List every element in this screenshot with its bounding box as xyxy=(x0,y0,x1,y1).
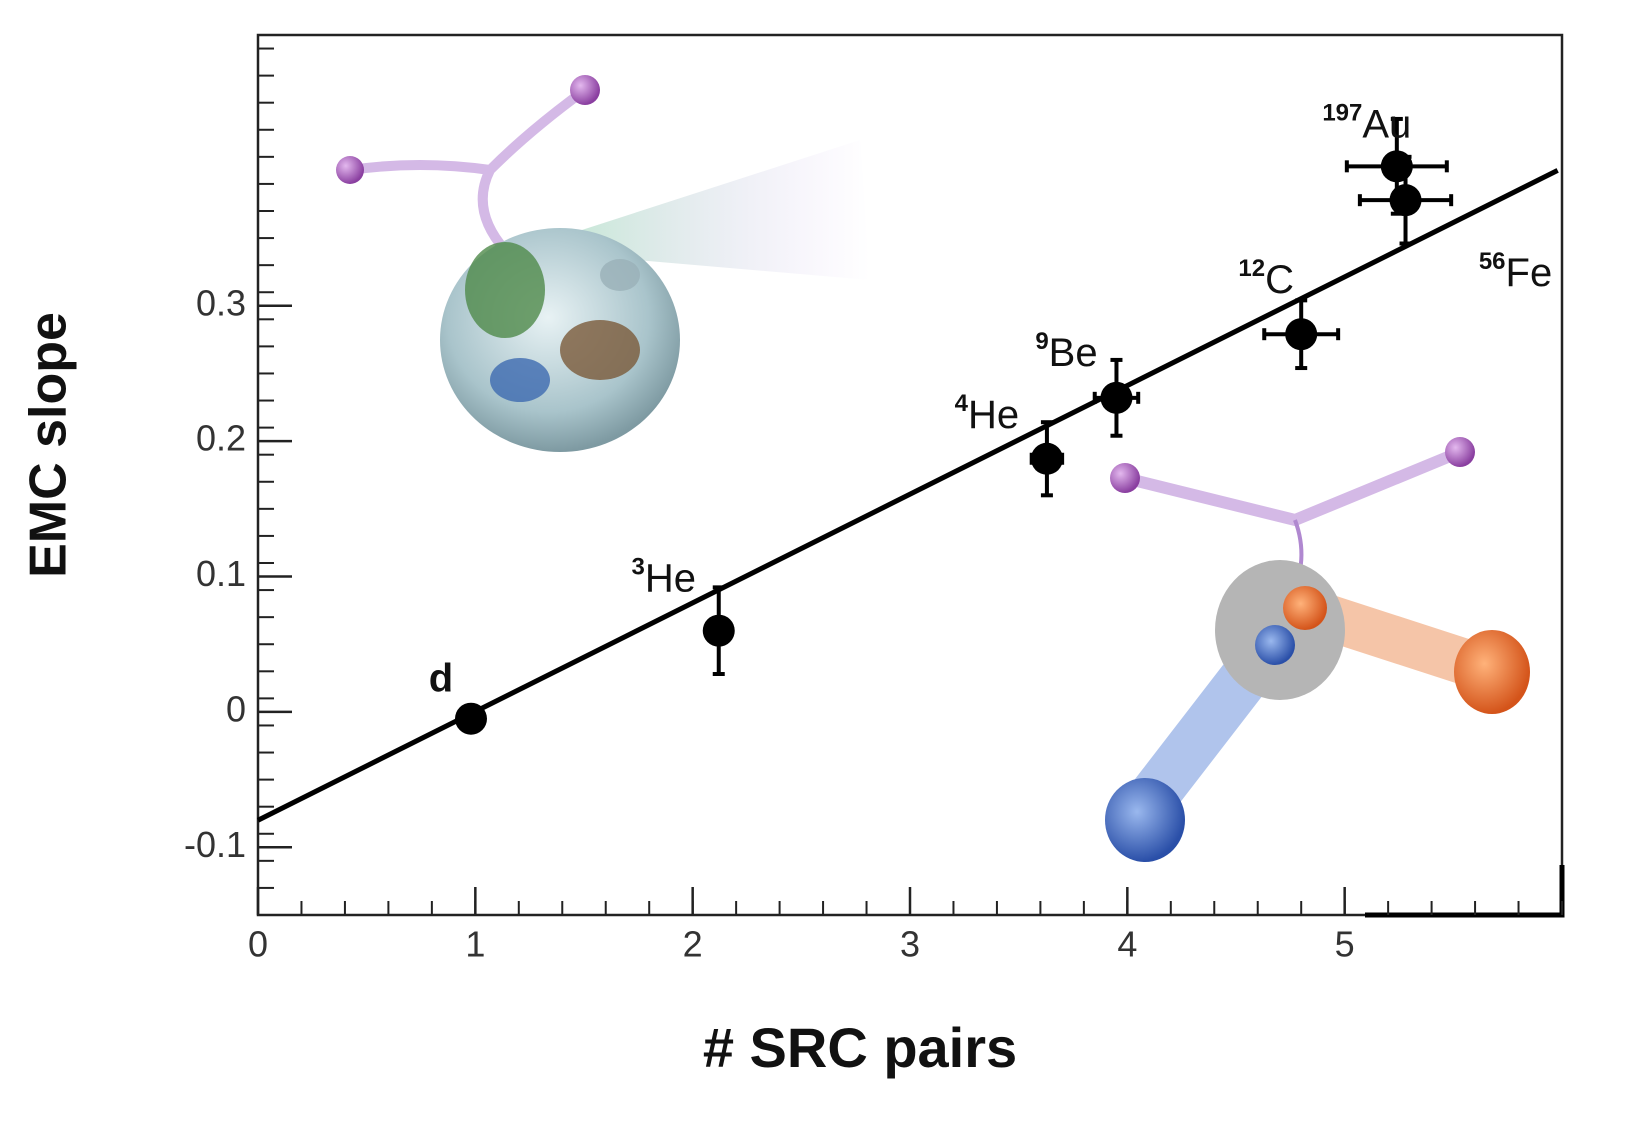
point-label: 197Au xyxy=(1322,100,1411,146)
point-label-mass: 3 xyxy=(631,554,644,581)
point-label-symbol: Au xyxy=(1362,102,1411,146)
point-label: 9Be xyxy=(1035,328,1097,374)
point-label-mass: 9 xyxy=(1035,328,1048,355)
point-label-mass: 197 xyxy=(1322,100,1362,127)
data-point xyxy=(1390,184,1422,216)
point-label-mass: 12 xyxy=(1238,256,1265,283)
data-point xyxy=(1100,382,1132,414)
illustration-nucleus xyxy=(336,75,870,452)
data-point xyxy=(455,703,487,735)
x-axis-title: # SRC pairs xyxy=(703,1016,1017,1079)
data-point xyxy=(1285,318,1317,350)
y-tick-label: 0.1 xyxy=(196,553,246,594)
x-tick-label: 3 xyxy=(900,924,920,965)
frame-accent xyxy=(1365,865,1562,915)
point-label: 12C xyxy=(1238,256,1294,302)
point-label: d xyxy=(429,656,453,700)
data-point xyxy=(703,615,735,647)
point-label-symbol: d xyxy=(429,656,453,700)
point-label-symbol: He xyxy=(968,392,1019,436)
point-label: 3He xyxy=(631,554,696,600)
x-tick-label: 0 xyxy=(248,924,268,965)
point-label-symbol: He xyxy=(645,556,696,600)
point-label-symbol: Fe xyxy=(1506,251,1553,295)
data-point xyxy=(1031,443,1063,475)
x-tick-label: 5 xyxy=(1335,924,1355,965)
point-label: 56Fe xyxy=(1479,249,1552,295)
point-label-symbol: C xyxy=(1265,258,1294,302)
point-label-mass: 4 xyxy=(955,390,969,417)
illustration-src-pair xyxy=(1105,437,1530,862)
y-axis-title: EMC slope xyxy=(20,312,78,578)
x-tick-label: 1 xyxy=(465,924,485,965)
chart: # SRC pairs EMC slope 012345-0.100.10.20… xyxy=(0,0,1645,1142)
y-tick-label: 0 xyxy=(226,688,246,729)
y-tick-label: 0.2 xyxy=(196,418,246,459)
x-tick-label: 2 xyxy=(683,924,703,965)
x-tick-label: 4 xyxy=(1117,924,1137,965)
y-tick-label: -0.1 xyxy=(184,824,246,865)
point-label: 4He xyxy=(955,390,1020,436)
point-label-mass: 56 xyxy=(1479,249,1506,276)
y-tick-label: 0.3 xyxy=(196,282,246,323)
point-label-symbol: Be xyxy=(1049,330,1098,374)
